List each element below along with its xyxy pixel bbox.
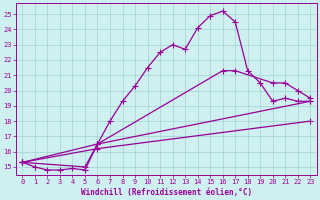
X-axis label: Windchill (Refroidissement éolien,°C): Windchill (Refroidissement éolien,°C) [81, 188, 252, 197]
